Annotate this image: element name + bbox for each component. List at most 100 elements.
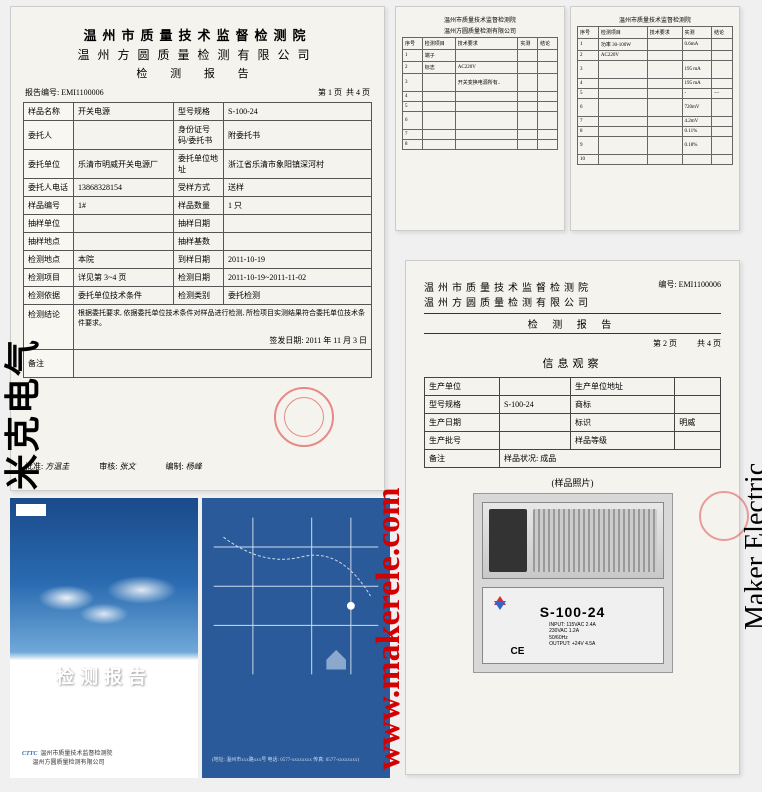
field-label: 生产日期 (425, 414, 500, 432)
cell (538, 92, 558, 102)
cell (538, 74, 558, 92)
test-items-table: 序号检测项目技术要求实测结论1端子2标志AC220V3开关变换电源所有..456… (402, 37, 558, 150)
cell: 4 (403, 92, 423, 102)
watermark-brand: Maker Electric (740, 463, 762, 630)
cell (538, 50, 558, 62)
cell: 195 mA (682, 79, 712, 89)
field-label: 型号规格 (425, 396, 500, 414)
report-no-2: 编号: EMI1100006 (658, 279, 721, 309)
cell (647, 127, 682, 137)
sample-photo-label: (样品照片) (424, 476, 721, 489)
cell (455, 92, 518, 102)
cell: 2 (403, 62, 423, 74)
cell (455, 140, 518, 150)
sm-org-1: 温州市质量技术监督检测院 (402, 15, 558, 24)
cell (682, 155, 712, 165)
cell (712, 127, 733, 137)
cell: 端子 (422, 50, 455, 62)
cell: 4.2mV (682, 117, 712, 127)
psu-logo-icon (491, 596, 509, 614)
field-value (74, 215, 174, 233)
cell: 0.18% (682, 137, 712, 155)
cell (598, 79, 647, 89)
cell: 技术要求 (647, 27, 682, 39)
field-label: 生产批号 (425, 432, 500, 450)
psu-spec: INPUT: 115VAC 2.4A 230VAC 1.2A 50/60Hz O… (549, 622, 596, 648)
cell (712, 117, 733, 127)
cell (518, 140, 538, 150)
cover-title-en: TEST REPORT (10, 688, 198, 697)
field-value (675, 378, 721, 396)
cell (647, 51, 682, 61)
cell: 结论 (538, 38, 558, 50)
report-title-2: 检 测 报 告 (424, 313, 721, 334)
field-value (224, 233, 372, 251)
cell (647, 39, 682, 51)
cell: AC220V (455, 62, 518, 74)
field-label: 抽样单位 (24, 215, 74, 233)
field-value: 样品状况: 成品 (500, 450, 721, 468)
field-label: 委托单位地址 (174, 150, 224, 179)
cover-title-cn: 检测报告 (10, 663, 198, 689)
field-value (500, 414, 571, 432)
psu-label-view: S-100-24 INPUT: 115VAC 2.4A 230VAC 1.2A … (482, 587, 664, 664)
field-label: 委托人电话 (24, 179, 74, 197)
field-value: 送样 (224, 179, 372, 197)
report-page-3: 温州市质量技术监督检测院 温州方圆质量检测有限公司 序号检测项目技术要求实测结论… (395, 6, 565, 231)
org-name-1b: 温州市质量技术监督检测院 (424, 279, 592, 294)
cell (712, 99, 733, 117)
cell (647, 89, 682, 99)
red-stamp-icon (274, 387, 334, 447)
field-value: 委托检测 (224, 287, 372, 305)
cell (455, 112, 518, 130)
cell: 7 (403, 130, 423, 140)
org-name-2: 温州方圆质量检测有限公司 (23, 46, 372, 63)
cell: 1 (403, 50, 423, 62)
cell (598, 61, 647, 79)
cell (422, 102, 455, 112)
cell: 开关变换电源所有.. (455, 74, 518, 92)
cell (647, 155, 682, 165)
signature-row: 批准: 方温圭 审核: 张文 编制: 杨峰 (25, 461, 202, 472)
report-table: 样品名称 开关电源 型号规格 S-100-24委托人 身份证号码/委托书 附委托… (23, 102, 372, 378)
cell (538, 112, 558, 130)
cell: 5 (578, 89, 599, 99)
cell: 检测项目 (422, 38, 455, 50)
cell: 序号 (578, 27, 599, 39)
cell (712, 51, 733, 61)
field-value: S-100-24 (500, 396, 571, 414)
field-value (500, 378, 571, 396)
cell (538, 130, 558, 140)
field-value: 2011-10-19 (224, 251, 372, 269)
field-label: 标识 (570, 414, 674, 432)
cell (422, 74, 455, 92)
cell: 8 (578, 127, 599, 137)
org-name-1: 温州市质量技术监督检测院 (23, 25, 372, 44)
field-value (74, 121, 174, 150)
cell (647, 79, 682, 89)
field-label: 型号规格 (174, 103, 224, 121)
location-map: (地址: 温州市xxx路xxx号 电话: 0577-xxxxxxxx 传真: 0… (202, 498, 390, 778)
field-label: 商标 (570, 396, 674, 414)
field-value: 详见第 3~4 页 (74, 269, 174, 287)
cell: 195 mA (682, 61, 712, 79)
field-label: 抽样日期 (174, 215, 224, 233)
cell (518, 102, 538, 112)
org-name-2b: 温州方圆质量检测有限公司 (424, 294, 592, 309)
ce-mark-icon: CE (511, 646, 525, 657)
report-page-2: 温州市质量技术监督检测院 温州方圆质量检测有限公司 编号: EMI1100006… (405, 260, 740, 775)
cell: 技术要求 (455, 38, 518, 50)
cell: 3 (403, 74, 423, 92)
cttc-logo-icon: CTTC (22, 751, 37, 757)
field-label: 委托人 (24, 121, 74, 150)
report-title: 检 测 报 告 (23, 65, 372, 81)
cell (647, 137, 682, 155)
field-value: 2011-10-19~2011-11-02 (224, 269, 372, 287)
conclusion-text: 根据委托要求, 依据委托单位技术条件对样品进行检测, 所检项目实测结果符合委托单… (74, 305, 372, 350)
field-label: 样品名称 (24, 103, 74, 121)
field-value: S-100-24 (224, 103, 372, 121)
field-label: 受样方式 (174, 179, 224, 197)
field-value: 浙江省乐清市象阳镇深河村 (224, 150, 372, 179)
cell (712, 79, 733, 89)
map-lines-icon (202, 498, 390, 694)
